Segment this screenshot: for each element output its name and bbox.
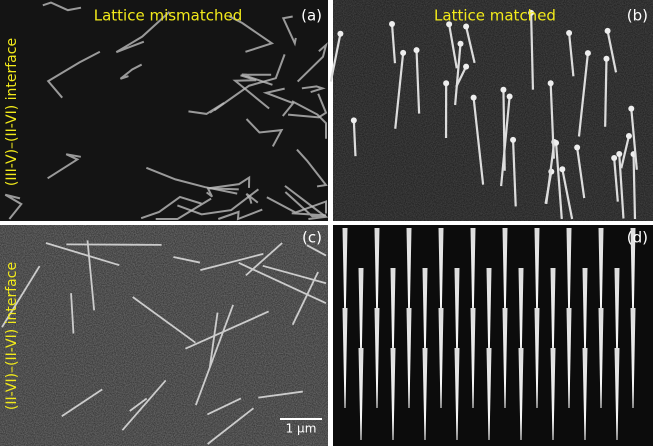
- panel-tag: (d): [627, 229, 648, 247]
- scale-bar: [280, 418, 322, 420]
- panel-title: Lattice mismatched: [94, 7, 243, 25]
- nanowire: [458, 41, 464, 47]
- nanowire: [389, 21, 395, 27]
- nanowire: [510, 137, 516, 143]
- nanowire: [605, 28, 611, 34]
- nanowire: [628, 106, 634, 112]
- nanowire: [351, 117, 357, 123]
- nanowire: [507, 94, 513, 100]
- nanowire: [605, 59, 606, 127]
- panel-d: [333, 225, 653, 446]
- nanowire: [503, 90, 504, 171]
- nanowire: [626, 133, 632, 139]
- nanowire: [500, 87, 506, 93]
- nanowire: [471, 95, 477, 101]
- nanowire: [611, 155, 617, 161]
- nanowire: [548, 80, 554, 86]
- nanowire: [585, 50, 591, 56]
- nanowire: [463, 64, 469, 70]
- figure: Lattice mismatched Lattice matched (a) (…: [0, 0, 653, 446]
- panel-c: [0, 225, 328, 446]
- nanowire: [634, 154, 635, 219]
- nanowire: [559, 166, 565, 172]
- panel-tag: (b): [627, 7, 648, 25]
- scale-label: 1 μm: [286, 422, 317, 436]
- nanowire: [443, 80, 449, 86]
- panel-a: [0, 0, 328, 221]
- nanowire: [603, 56, 609, 62]
- nanowire: [400, 50, 406, 56]
- panel-title: Lattice matched: [434, 7, 556, 25]
- row-label: (III-V)–(II-VI) interface: [4, 38, 20, 186]
- nanowire: [566, 30, 572, 36]
- row-label: (II-VI)–(II-VI) interface: [4, 262, 20, 410]
- panel-tag: (a): [301, 7, 322, 25]
- nanowire: [337, 31, 343, 37]
- nanowire: [414, 47, 420, 53]
- nanowire: [574, 145, 580, 151]
- panel-tag: (c): [302, 229, 322, 247]
- nanowire: [616, 151, 622, 157]
